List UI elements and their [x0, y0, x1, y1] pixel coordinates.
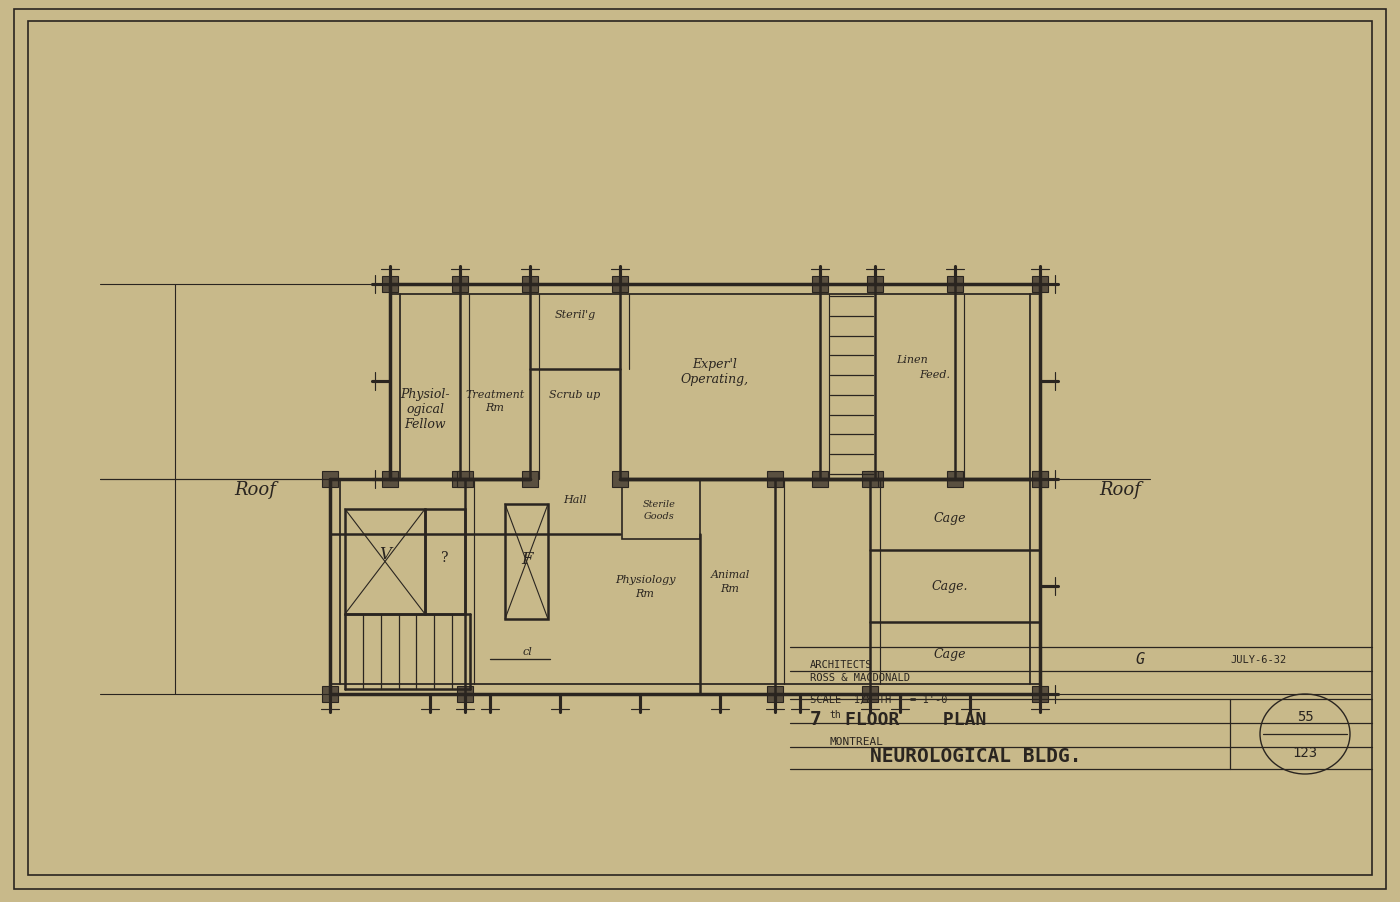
Bar [1032, 472, 1049, 487]
Bar [946, 472, 963, 487]
Text: V: V [379, 546, 391, 563]
Text: Physiology: Physiology [615, 575, 675, 584]
Text: Animal: Animal [710, 569, 749, 579]
Text: Cage.: Cage. [932, 580, 969, 593]
Bar [456, 686, 473, 703]
Bar [522, 277, 538, 292]
Bar [452, 472, 468, 487]
Bar [946, 277, 963, 292]
Text: F: F [521, 551, 533, 568]
Bar [344, 510, 426, 614]
Bar [812, 472, 827, 487]
Text: Cage: Cage [934, 512, 966, 525]
Bar [452, 277, 468, 292]
Text: G: G [1135, 652, 1144, 667]
Text: MONTREAL: MONTREAL [830, 736, 883, 746]
Text: Linen: Linen [896, 354, 928, 364]
Bar [867, 472, 883, 487]
Text: Steril'g: Steril'g [554, 309, 595, 319]
Bar [505, 504, 547, 620]
Text: Rm: Rm [486, 402, 504, 412]
Text: Operating,: Operating, [680, 373, 749, 386]
Text: Hall: Hall [563, 494, 587, 504]
Text: Treatment: Treatment [465, 390, 525, 400]
Text: Roof: Roof [1099, 481, 1141, 499]
Text: Cage: Cage [934, 648, 966, 661]
Text: 55: 55 [1296, 709, 1313, 723]
Bar [767, 686, 783, 703]
Text: th: th [829, 709, 841, 719]
Bar [456, 472, 473, 487]
Text: Exper'l: Exper'l [693, 358, 738, 371]
Text: Feed.: Feed. [920, 370, 951, 380]
Bar [1032, 686, 1049, 703]
Text: Roof: Roof [234, 481, 276, 499]
Bar [322, 472, 337, 487]
Bar [767, 472, 783, 487]
Bar [426, 510, 465, 614]
Text: 7: 7 [811, 710, 822, 729]
Bar [862, 472, 878, 487]
Bar [1032, 472, 1049, 487]
Text: Sterile: Sterile [643, 500, 675, 509]
Bar [382, 472, 398, 487]
Text: ogical: ogical [406, 403, 444, 416]
Bar [382, 277, 398, 292]
Bar [612, 277, 629, 292]
Text: Fellow: Fellow [405, 418, 445, 431]
Text: cl: cl [522, 647, 532, 657]
Text: 123: 123 [1292, 745, 1317, 759]
Text: Scrub up: Scrub up [549, 390, 601, 400]
Bar [1032, 277, 1049, 292]
Text: NEUROLOGICAL BLDG.: NEUROLOGICAL BLDG. [869, 747, 1081, 766]
Bar [867, 277, 883, 292]
Text: Rm: Rm [721, 584, 739, 594]
Bar [522, 472, 538, 487]
Text: Rm: Rm [636, 588, 654, 598]
Text: ROSS & MACDONALD: ROSS & MACDONALD [811, 672, 910, 682]
Text: JULY-6-32: JULY-6-32 [1231, 654, 1287, 664]
Bar [862, 686, 878, 703]
Text: ?: ? [441, 550, 449, 565]
Text: SCALE  1/8 TH " = 1'-0: SCALE 1/8 TH " = 1'-0 [811, 695, 948, 704]
Text: ARCHITECTS: ARCHITECTS [811, 659, 872, 669]
Text: FLOOR    PLAN: FLOOR PLAN [846, 710, 987, 728]
Text: Goods: Goods [644, 512, 675, 521]
Bar [622, 480, 700, 539]
Bar [812, 277, 827, 292]
Bar [322, 686, 337, 703]
Text: Physiol-: Physiol- [400, 388, 449, 401]
Bar [612, 472, 629, 487]
